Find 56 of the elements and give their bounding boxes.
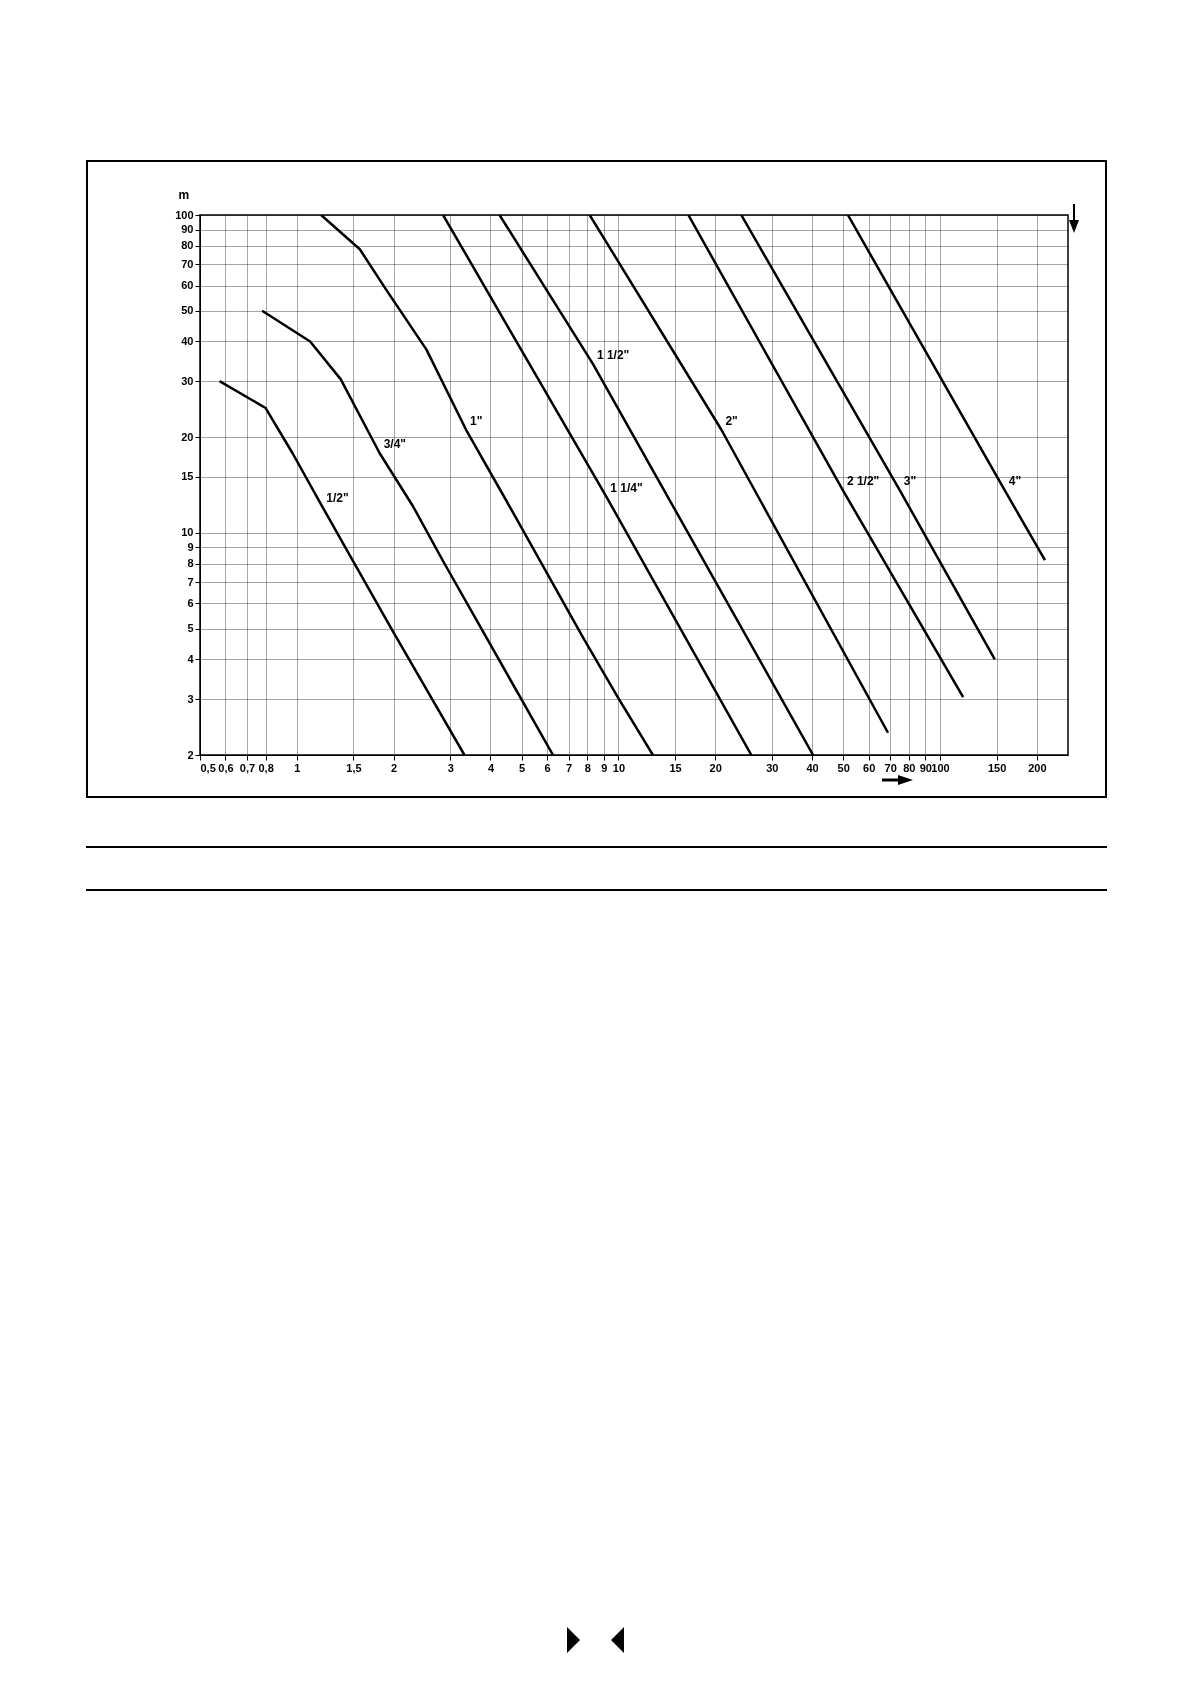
y-tick-label: 5 xyxy=(187,622,194,635)
y-tick-label: 100 xyxy=(175,208,194,221)
y-tick-label: 30 xyxy=(181,374,194,387)
y-tick-label: 80 xyxy=(181,239,194,252)
x-tick-label: 50 xyxy=(837,761,850,774)
series-label: 4" xyxy=(1008,474,1022,489)
x-tick-label: 60 xyxy=(863,761,876,774)
x-tick-label: 150 xyxy=(987,761,1007,774)
x-tick-label: 4 xyxy=(487,761,495,774)
x-tick-label: 80 xyxy=(903,761,916,774)
x-tick-label: 0,5 xyxy=(200,761,216,774)
y-axis-title: m xyxy=(178,187,190,202)
y-tick-label: 4 xyxy=(187,652,195,665)
y-tick-label: 20 xyxy=(181,430,194,443)
y-tick-label: 40 xyxy=(181,334,194,347)
series-label: 2" xyxy=(725,413,738,428)
series-label: 1/2" xyxy=(326,490,349,505)
x-tick-label: 200 xyxy=(1028,761,1047,774)
y-tick-label: 8 xyxy=(187,557,194,570)
x-tick-label: 9 xyxy=(601,761,608,774)
y-tick-label: 70 xyxy=(181,257,194,270)
y-tick-label: 9 xyxy=(187,540,194,553)
x-tick-label: 0,8 xyxy=(258,761,274,774)
y-tick-label: 60 xyxy=(181,279,194,292)
x-tick-label: 90 xyxy=(919,761,932,774)
x-tick-label: 1 xyxy=(294,761,301,774)
x-tick-label: 100 xyxy=(931,761,950,774)
x-tick-label: 70 xyxy=(884,761,897,774)
y-tick-label: 7 xyxy=(187,575,194,588)
series-label: 1 1/2" xyxy=(596,347,630,362)
x-tick-label: 15 xyxy=(669,761,682,774)
y-tick-label: 10 xyxy=(181,526,194,539)
x-tick-label: 2 xyxy=(391,761,398,774)
x-tick-label: 3 xyxy=(447,761,454,774)
y-tick-label: 2 xyxy=(187,748,194,761)
y-tick-label: 50 xyxy=(181,304,194,317)
y-tick-label: 15 xyxy=(181,470,194,483)
x-tick-label: 6 xyxy=(544,761,551,774)
series-label: 1" xyxy=(470,413,483,428)
y-tick-label: 6 xyxy=(187,596,194,609)
x-tick-label: 0,6 xyxy=(218,761,234,774)
series-label: 3" xyxy=(903,474,917,489)
x-tick-label: 5 xyxy=(519,761,526,774)
series-label: 2 1/2" xyxy=(846,474,880,489)
series-label: 3/4" xyxy=(383,437,407,452)
x-tick-label: 10 xyxy=(612,761,626,774)
y-tick-label: 3 xyxy=(187,692,194,705)
x-tick-label: 8 xyxy=(584,761,591,774)
x-tick-label: 0,7 xyxy=(239,761,256,774)
x-tick-label: 7 xyxy=(566,761,573,774)
x-tick-label: 20 xyxy=(709,761,722,774)
x-tick-label: 30 xyxy=(766,761,779,774)
x-tick-label: 1,5 xyxy=(346,761,362,774)
x-tick-label: 40 xyxy=(806,761,819,774)
y-tick-label: 90 xyxy=(181,223,194,236)
series-label: 1 1/4" xyxy=(610,480,643,495)
